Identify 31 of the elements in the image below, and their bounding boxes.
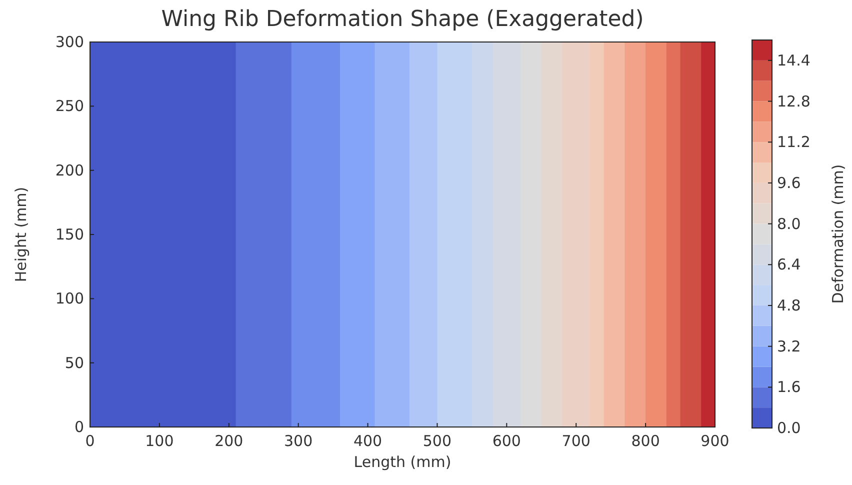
y-axis-title: Height (mm): [12, 186, 30, 282]
x-tick-label: 900: [700, 432, 730, 450]
y-tick-label: 150: [55, 226, 84, 244]
chart-title: Wing Rib Deformation Shape (Exaggerated): [161, 7, 644, 32]
y-tick-label: 200: [55, 161, 84, 180]
color-bar-label: 3.2: [777, 337, 801, 356]
color-bar-label: 4.8: [777, 296, 801, 314]
color-bar-label: 14.4: [777, 51, 810, 70]
color-bar-label: 0.0: [777, 419, 801, 437]
color-bar-title: Deformation (mm): [829, 164, 847, 304]
x-tick-label: 800: [631, 432, 660, 450]
y-tick-label: 0: [74, 418, 84, 436]
x-tick-label: 200: [214, 432, 244, 450]
x-tick-label: 0: [85, 432, 95, 450]
color-bar-label: 9.6: [777, 174, 801, 192]
x-tick-label: 400: [353, 432, 382, 450]
x-tick-label: 500: [422, 432, 452, 450]
x-axis-title: Length (mm): [354, 453, 452, 471]
y-tick-label: 50: [64, 354, 84, 372]
y-tick-label: 300: [55, 33, 84, 51]
color-bar-label: 1.6: [777, 378, 801, 396]
color-bar-label: 8.0: [777, 214, 801, 233]
x-tick-label: 100: [145, 432, 174, 450]
x-tick-label: 300: [284, 432, 313, 450]
y-tick-label: 100: [55, 290, 84, 308]
x-tick-label: 600: [492, 432, 521, 450]
x-tick-label: 700: [562, 432, 590, 450]
color-bar-label: 12.8: [777, 92, 810, 110]
y-tick-label: 250: [55, 97, 84, 116]
color-bar-label: 6.4: [777, 256, 801, 274]
color-bar-label: 11.2: [777, 133, 810, 152]
